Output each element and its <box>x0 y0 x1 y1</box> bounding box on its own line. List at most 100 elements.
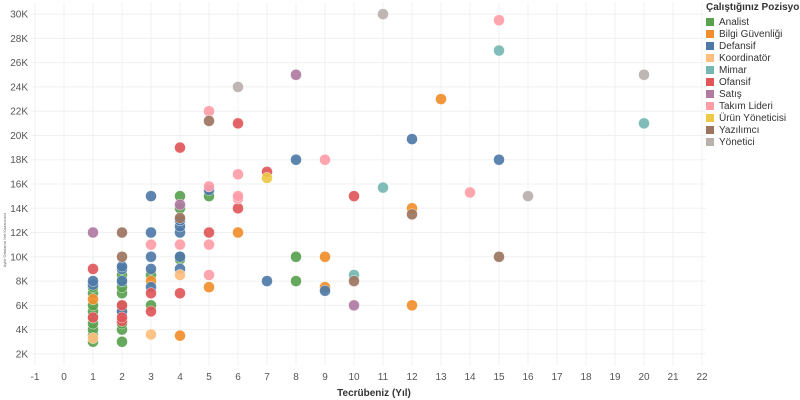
data-point <box>87 275 99 287</box>
data-point <box>493 251 505 263</box>
x-tick-label: 10 <box>348 372 360 383</box>
x-tick-label: 9 <box>322 372 328 383</box>
x-tick-label: 4 <box>177 372 183 383</box>
data-point <box>435 93 447 105</box>
data-point <box>203 269 215 281</box>
legend-swatch <box>706 126 714 134</box>
legend-swatch <box>706 18 714 26</box>
data-points <box>87 8 650 348</box>
x-tick-label: 16 <box>522 372 534 383</box>
legend: Çalıştığınız Pozisyon Analist Bilgi Güven… <box>706 2 800 148</box>
legend-title: Çalıştığınız Pozisyon <box>706 2 800 13</box>
data-point <box>203 105 215 117</box>
legend-items: Analist Bilgi Güvenliği Defansif Koordinatö… <box>706 16 800 148</box>
legend-label: Takım Lideri <box>719 100 773 112</box>
data-point <box>203 226 215 239</box>
y-axis-title: Aylık Ortalama Net Kazancınız <box>2 213 7 267</box>
data-point <box>116 260 128 273</box>
legend-item: Yönetici <box>706 136 800 148</box>
y-tick-label: 4K <box>16 325 29 336</box>
data-point <box>232 117 244 130</box>
data-point <box>493 14 505 26</box>
legend-label: Satış <box>719 88 742 100</box>
y-tick-label: 10K <box>10 252 28 263</box>
data-point <box>116 311 128 324</box>
x-axis-ticks: -1 0 1 2 3 4 5 6 7 8 9 10 11 12 13 14 15 16 17 18 19 20 21 22 <box>31 372 708 383</box>
data-point <box>116 226 128 239</box>
x-tick-label: 15 <box>493 372 505 383</box>
x-tick-label: 1 <box>90 372 96 383</box>
data-point <box>145 287 157 299</box>
data-point <box>145 305 157 318</box>
data-point <box>145 263 157 275</box>
data-point <box>145 328 157 341</box>
legend-item: Ofansif <box>706 76 800 88</box>
data-point <box>232 202 244 214</box>
legend-label: Koordinatör <box>719 52 771 64</box>
data-point <box>319 154 331 166</box>
data-point <box>638 117 650 130</box>
data-point <box>348 299 360 312</box>
data-point <box>232 81 244 93</box>
legend-swatch <box>706 66 714 74</box>
legend-swatch <box>706 42 714 50</box>
x-tick-label: 8 <box>293 372 299 383</box>
data-point <box>87 332 99 344</box>
data-point <box>377 181 389 194</box>
gridlines <box>31 2 706 366</box>
legend-label: Ofansif <box>719 76 751 88</box>
legend-item: Yazılımcı <box>706 124 800 136</box>
legend-item: Takım Lideri <box>706 100 800 112</box>
data-point <box>116 275 128 287</box>
x-tick-label: 2 <box>119 372 125 383</box>
data-point <box>174 198 186 211</box>
x-tick-label: -1 <box>31 372 40 383</box>
data-point <box>174 251 186 263</box>
x-tick-label: 3 <box>148 372 154 383</box>
data-point <box>464 186 476 199</box>
legend-swatch <box>706 54 714 62</box>
data-point <box>406 208 418 221</box>
legend-label: Mimar <box>719 64 747 76</box>
legend-label: Ürün Yöneticisi <box>719 112 787 124</box>
y-tick-label: 12K <box>10 228 28 239</box>
data-point <box>116 251 128 263</box>
legend-swatch <box>706 30 714 38</box>
x-tick-label: 17 <box>551 372 563 383</box>
x-tick-label: 20 <box>638 372 650 383</box>
y-tick-label: 14K <box>10 204 28 215</box>
x-tick-label: 7 <box>264 372 270 383</box>
y-axis-ticks: 2K 4K 6K 8K 10K 12K 14K 16K 18K 20K 22K 24K 26K 28K 30… <box>10 10 28 361</box>
legend-swatch <box>706 114 714 122</box>
legend-label: Defansif <box>719 40 756 52</box>
y-tick-label: 16K <box>10 180 28 191</box>
y-tick-label: 22K <box>10 107 28 118</box>
data-point <box>406 133 418 145</box>
data-point <box>174 212 186 224</box>
data-point <box>203 115 215 127</box>
data-point <box>638 69 650 81</box>
x-axis-title: Tecrübeniz (Yıl) <box>337 388 411 399</box>
data-point <box>319 251 331 263</box>
x-tick-label: 14 <box>464 372 476 383</box>
data-point <box>319 285 331 297</box>
y-tick-label: 18K <box>10 155 28 166</box>
data-point <box>145 251 157 263</box>
data-point <box>522 190 534 202</box>
y-tick-label: 20K <box>10 131 28 142</box>
y-tick-label: 6K <box>16 301 29 312</box>
data-point <box>232 190 244 202</box>
data-point <box>290 69 302 81</box>
y-tick-label: 28K <box>10 34 28 45</box>
data-point <box>87 226 99 239</box>
legend-label: Yönetici <box>719 136 755 148</box>
legend-swatch <box>706 78 714 86</box>
legend-swatch <box>706 138 714 146</box>
x-tick-label: 21 <box>667 372 679 383</box>
data-point <box>232 168 244 180</box>
data-point <box>87 263 99 275</box>
data-point <box>203 281 215 293</box>
data-point <box>174 238 186 251</box>
legend-label: Bilgi Güvenliği <box>719 28 783 40</box>
